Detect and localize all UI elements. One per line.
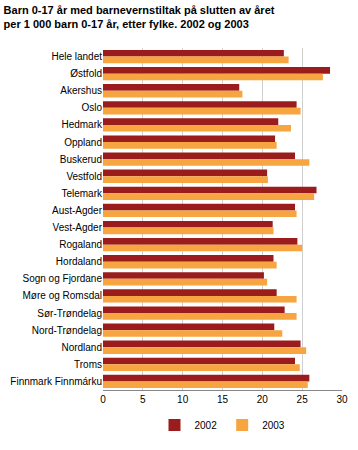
svg-text:Møre og Romsdal: Møre og Romsdal: [23, 290, 102, 301]
svg-text:Barn 0-17 år med barnevernstil: Barn 0-17 år med barnevernstiltak på slu…: [4, 4, 275, 30]
svg-text:Telemark: Telemark: [61, 188, 103, 199]
svg-text:Sogn og Fjordane: Sogn og Fjordane: [22, 273, 102, 284]
svg-text:25: 25: [297, 394, 309, 405]
svg-text:Troms: Troms: [74, 359, 102, 370]
svg-text:Østfold: Østfold: [70, 68, 102, 79]
svg-text:Sør-Trøndelag: Sør-Trøndelag: [37, 308, 102, 319]
svg-text:Oslo: Oslo: [81, 102, 102, 113]
svg-text:Hordaland: Hordaland: [56, 256, 102, 267]
svg-text:Rogaland: Rogaland: [59, 239, 102, 250]
svg-text:Hedmark: Hedmark: [61, 119, 103, 130]
svg-text:Aust-Agder: Aust-Agder: [52, 205, 103, 216]
svg-text:Oppland: Oppland: [64, 137, 102, 148]
svg-text:Finnmark Finnmárku: Finnmark Finnmárku: [10, 376, 102, 387]
svg-text:Vestfold: Vestfold: [66, 171, 102, 182]
svg-text:2002: 2002: [195, 420, 218, 431]
svg-text:Akershus: Akershus: [60, 85, 102, 96]
svg-text:0: 0: [100, 394, 106, 405]
svg-text:10: 10: [177, 394, 189, 405]
svg-text:Buskerud: Buskerud: [60, 154, 102, 165]
svg-text:15: 15: [217, 394, 229, 405]
svg-text:Vest-Agder: Vest-Agder: [53, 222, 103, 233]
svg-text:Hele landet: Hele landet: [51, 51, 102, 62]
svg-text:Nordland: Nordland: [61, 342, 102, 353]
svg-text:5: 5: [140, 394, 146, 405]
svg-text:20: 20: [257, 394, 269, 405]
svg-text:Nord-Trøndelag: Nord-Trøndelag: [32, 325, 102, 336]
svg-text:2003: 2003: [262, 420, 285, 431]
svg-text:30: 30: [336, 394, 348, 405]
